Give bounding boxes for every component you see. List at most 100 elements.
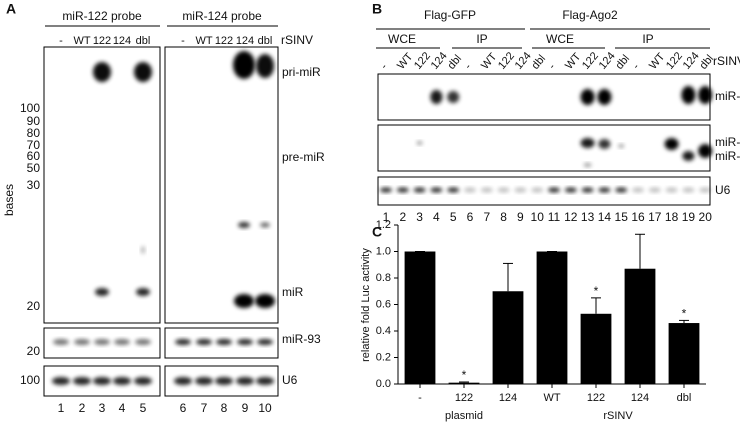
lane-label: dbl [530, 53, 549, 72]
lane-number: 9 [517, 210, 524, 224]
y-tick-label: 1.0 [376, 245, 391, 257]
size-marker: 70 [27, 138, 41, 152]
lane-number: 11 [548, 210, 561, 224]
y-tick-label: 0.4 [376, 325, 391, 337]
lane-number: 13 [581, 210, 595, 224]
band [141, 246, 145, 254]
lane-number: 18 [665, 210, 679, 224]
band [380, 187, 392, 193]
fraction-label: IP [476, 32, 487, 46]
band [682, 151, 695, 161]
lane-number: 20 [699, 210, 713, 224]
band-label: pre-miR [282, 150, 325, 164]
band [514, 187, 527, 193]
construct-label: Flag-GFP [424, 8, 476, 22]
band [114, 339, 130, 345]
lane-number: 10 [531, 210, 545, 224]
lane-number: 1 [58, 401, 65, 415]
lane-label: WT [563, 51, 583, 72]
band [260, 222, 270, 228]
y-tick-label: 0.6 [376, 298, 391, 310]
band [215, 377, 233, 385]
band [597, 89, 612, 105]
lane-label: - [462, 61, 474, 72]
lane-label: WT [479, 51, 499, 72]
band [698, 86, 713, 104]
lane-number: 6 [180, 401, 187, 415]
lane-label: dbl [614, 53, 633, 72]
band [531, 187, 544, 193]
band [236, 377, 254, 385]
lane-number: 17 [648, 210, 662, 224]
lane-label: 124 [681, 50, 702, 72]
band [681, 86, 696, 104]
size-marker: 20 [27, 344, 41, 358]
bar [404, 251, 436, 384]
bar [624, 268, 656, 384]
band-label: U6 [715, 183, 731, 197]
lane-number: 2 [79, 401, 86, 415]
y-tick-label: 0.0 [376, 378, 391, 390]
size-marker: 100 [20, 101, 40, 115]
band [430, 187, 443, 193]
construct-label: Flag-Ago2 [562, 8, 618, 22]
fraction-label: WCE [546, 32, 574, 46]
band [665, 187, 678, 193]
band [698, 144, 713, 158]
size-marker: 20 [27, 299, 41, 313]
size-marker: 80 [27, 126, 41, 140]
lane-number: 10 [258, 401, 272, 415]
band [93, 377, 111, 385]
band [113, 377, 131, 385]
band-label: miR-124 [715, 149, 740, 163]
group-label: rSINV [603, 410, 633, 422]
band [175, 339, 191, 345]
bar [580, 313, 612, 384]
group-label: plasmid [445, 410, 483, 422]
band [581, 187, 594, 193]
y-tick-label: 0.8 [376, 272, 391, 284]
band [648, 187, 661, 193]
band-label: pri-miR [282, 65, 321, 79]
lane-label: 124 [113, 35, 131, 47]
band [196, 339, 212, 345]
lane-number: 7 [483, 210, 490, 224]
band [52, 377, 70, 385]
band [580, 138, 595, 148]
lane-number: 3 [416, 210, 423, 224]
lane-label: WT [73, 35, 90, 47]
band [93, 62, 111, 82]
band-label: miR-122 [715, 135, 740, 149]
lane-label: - [59, 35, 63, 47]
lane-number: 9 [242, 401, 249, 415]
band [195, 377, 213, 385]
size-marker: 50 [27, 161, 41, 175]
band [174, 377, 192, 385]
band [480, 187, 493, 193]
band [74, 339, 90, 345]
blot [377, 124, 711, 172]
significance: * [682, 307, 687, 321]
lane-number: 19 [682, 210, 696, 224]
lane-label: WT [195, 35, 212, 47]
band-label: miR [282, 285, 304, 299]
x-tick-label: 124 [499, 392, 517, 404]
band [237, 339, 253, 345]
band [73, 377, 91, 385]
band [134, 62, 152, 82]
lane-label: 124 [513, 50, 534, 72]
band-label: miR-93 [282, 332, 321, 346]
lane-label: 122 [93, 35, 111, 47]
band [134, 377, 152, 385]
band [136, 288, 150, 296]
lane-number: 7 [201, 401, 208, 415]
lane-label: WT [395, 51, 415, 72]
size-marker: 90 [27, 114, 41, 128]
x-tick-label: 122 [587, 392, 605, 404]
bar [492, 291, 524, 384]
lane-number: 2 [399, 210, 406, 224]
axis-label: bases [2, 184, 16, 216]
lane-label: 124 [236, 35, 254, 47]
lane-label: dbl [258, 35, 273, 47]
